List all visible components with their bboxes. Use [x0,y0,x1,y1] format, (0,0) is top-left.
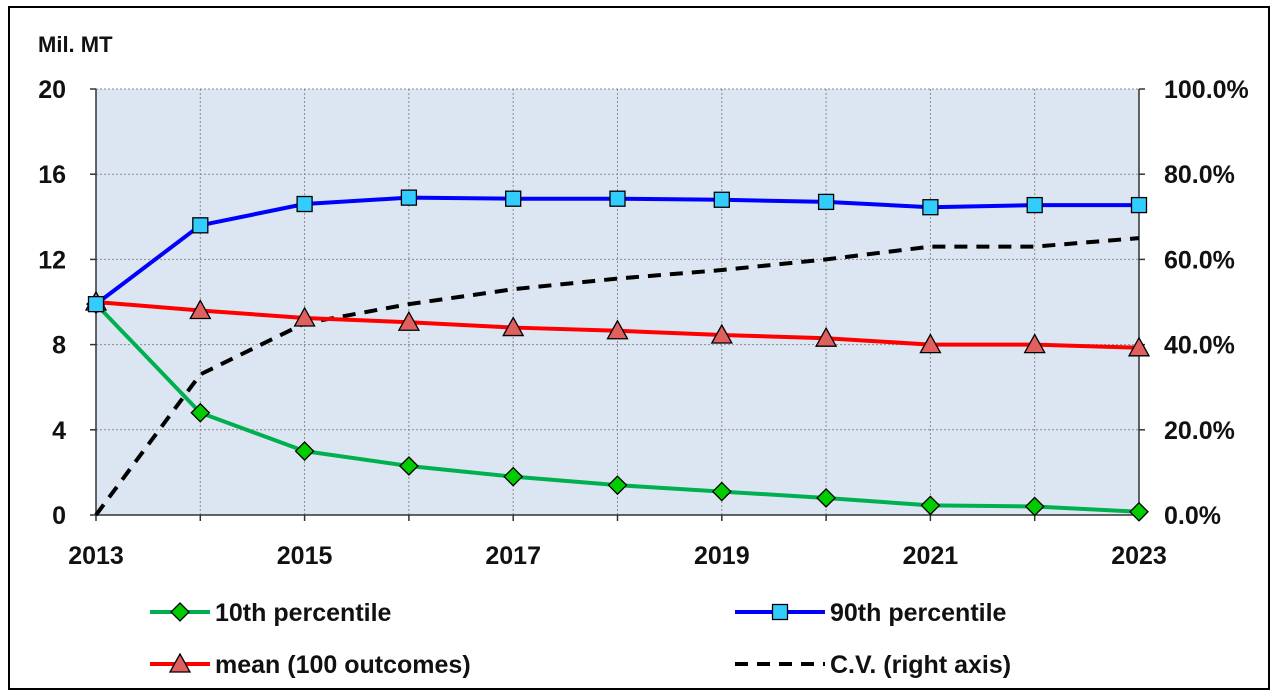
y-tick-label: 12 [38,246,66,274]
x-tick-label: 2019 [694,542,750,570]
x-tick-label: 2021 [903,542,959,570]
square-marker [296,195,313,213]
legend-item: C.V. (right axis) [735,651,1011,679]
square-marker [713,191,730,208]
diamond-marker [816,488,837,508]
series-layer [84,189,1151,522]
series-line [94,236,1140,517]
triangle-marker [1127,336,1151,357]
y2-tick-label: 20.0% [1164,417,1235,445]
y2-tick-label: 100.0% [1164,76,1249,104]
diamond-marker [398,456,419,476]
legend-diamond-marker [170,602,190,622]
triangle-marker [919,333,942,354]
square-marker [1026,196,1043,214]
y2-tick-label: 60.0% [1164,246,1235,274]
y-tick-label: 4 [52,417,66,445]
diamond-marker [607,475,628,496]
square-marker [192,217,209,234]
y2-tick-label: 0.0% [1164,502,1221,530]
triangle-marker [397,310,421,331]
legend-item: mean (100 outcomes) [150,651,471,679]
x-tick-label: 2013 [68,542,124,570]
square-marker [817,193,835,211]
series-90th-percentile [87,189,1148,313]
square-marker [609,190,626,207]
square-marker [922,199,939,216]
y-tick-label: 20 [38,76,66,104]
legend-label: 90th percentile [830,599,1007,627]
series-c-v-right-axis [94,236,1140,517]
diamond-marker [294,441,315,462]
legend-label: C.V. (right axis) [830,651,1011,679]
y-tick-label: 0 [52,502,66,530]
triangle-marker [710,323,733,344]
y-tick-label: 8 [52,332,66,360]
legend-label: 10th percentile [215,599,392,627]
legend-item: 10th percentile [150,599,392,627]
diamond-marker [503,466,524,487]
legend-square-marker [771,603,789,621]
triangle-marker [606,319,629,340]
triangle-marker [1023,333,1046,354]
triangle-marker [814,326,838,347]
diamond-marker [1129,501,1149,522]
y-tick-label: 16 [38,161,66,189]
y2-tick-label: 80.0% [1164,161,1235,189]
square-marker [1130,196,1148,214]
legend-triangle-marker [168,652,192,673]
x-tick-label: 2017 [485,542,541,570]
x-tick-label: 2023 [1111,542,1167,570]
diamond-marker [711,481,732,502]
square-marker [87,295,105,313]
square-marker [400,189,418,206]
legend: 10th percentile 90th percentile mean (100 … [150,599,1011,679]
triangle-marker [189,299,212,320]
y2-tick-label: 40.0% [1164,332,1235,360]
legend-item: 90th percentile [735,599,1007,627]
diamond-marker [190,402,211,423]
square-marker [505,190,522,207]
diamond-marker [1024,496,1045,517]
axis-ticks: 0 0.0% 4 20.0% 8 40.0% 12 60.0% 16 80.0% 20 100.0% 2… [38,76,1249,570]
diamond-marker [920,495,941,516]
triangle-marker [502,316,525,337]
triangle-marker [293,306,316,327]
x-tick-label: 2015 [277,542,333,570]
series-mean-100-outcomes [84,290,1151,357]
left-axis-unit: Mil. MT [38,32,113,57]
legend-label: mean (100 outcomes) [215,651,471,679]
